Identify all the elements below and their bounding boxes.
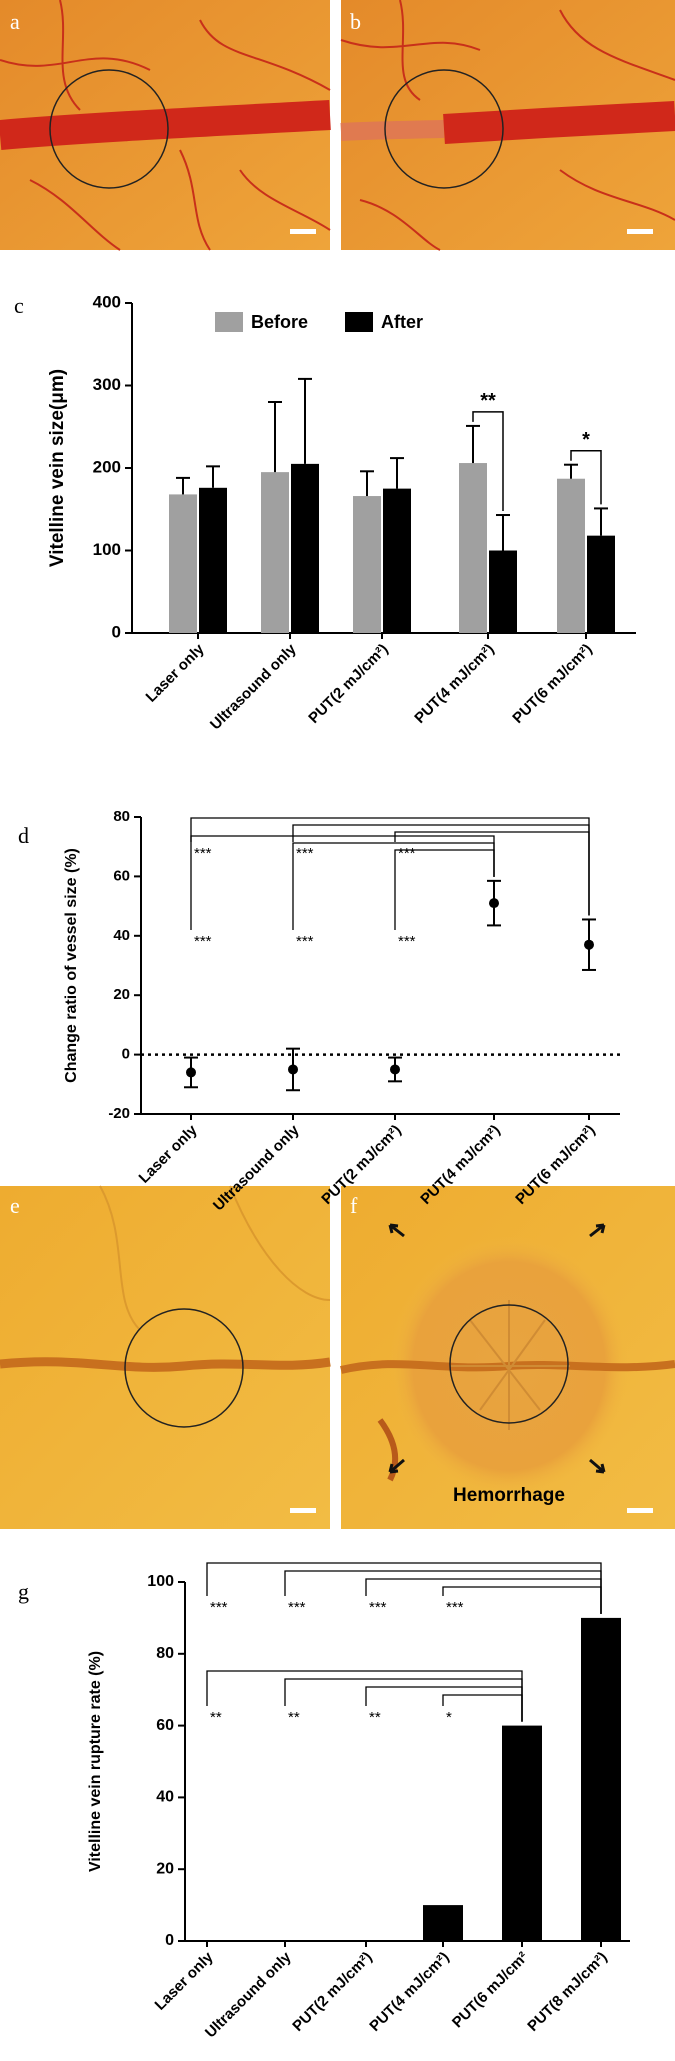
x-tick-label: Laser only <box>152 1948 218 2014</box>
y-axis-label: Vitelline vein rupture rate (%) <box>87 1651 104 1872</box>
significance-bracket <box>394 831 590 916</box>
significance-label: *** <box>288 1599 306 1616</box>
y-tick-label: 200 <box>93 457 121 476</box>
bar <box>557 478 585 633</box>
significance-label: *** <box>446 1599 464 1616</box>
y-tick-label: 80 <box>156 1645 174 1662</box>
y-tick-label: 100 <box>147 1573 174 1590</box>
y-tick-label: 400 <box>93 292 121 311</box>
x-tick-label: PUT(2 mJ/cm²) <box>289 1949 375 2035</box>
panel-label: e <box>10 1193 20 1218</box>
y-tick-label: 40 <box>156 1789 174 1806</box>
significance-bracket <box>292 824 590 916</box>
panel-label: d <box>18 823 29 848</box>
significance-label: *** <box>296 933 314 950</box>
bar <box>291 463 319 633</box>
y-tick-label: 60 <box>113 867 130 884</box>
y-tick-label: 0 <box>165 1932 174 1949</box>
bar <box>199 487 227 633</box>
bar <box>423 1905 463 1941</box>
point <box>584 939 594 950</box>
legend-label: Before <box>251 312 308 332</box>
significance-bracket <box>365 1686 523 1722</box>
significance-label: *** <box>369 1599 387 1616</box>
bar <box>169 494 197 633</box>
point <box>186 1067 196 1078</box>
x-tick-label: Laser only <box>136 1121 202 1187</box>
y-axis-label: Vitelline vein size(μm) <box>47 369 68 567</box>
x-tick-label: PUT(4 mJ/cm²) <box>366 1949 452 2035</box>
bar <box>459 463 487 633</box>
point <box>390 1064 400 1075</box>
photo-f: Hemorrhage <box>340 1186 675 1529</box>
y-tick-label: 60 <box>156 1717 174 1734</box>
significance-label: *** <box>398 845 416 862</box>
y-tick-label: 0 <box>122 1046 130 1063</box>
x-tick-label: PUT(6 mJ/cm²) <box>509 641 595 727</box>
significance-label: *** <box>194 845 212 862</box>
photo-annotation: Hemorrhage <box>453 1485 565 1506</box>
panel-label: c <box>14 293 24 318</box>
bar <box>383 488 411 633</box>
significance-label: *** <box>296 845 314 862</box>
y-tick-label: 300 <box>93 375 121 394</box>
panel-label: b <box>350 9 361 34</box>
legend-swatch <box>345 312 373 332</box>
significance-label: *** <box>194 933 212 950</box>
x-tick-label: PUT(2 mJ/cm²) <box>305 641 391 727</box>
significance-label: ** <box>288 1709 300 1726</box>
legend-label: After <box>381 312 423 332</box>
bar <box>353 496 381 633</box>
significance-label: ** <box>480 390 496 412</box>
y-tick-label: 0 <box>112 622 121 641</box>
significance-bracket <box>442 1586 602 1614</box>
bar <box>261 472 289 633</box>
bar <box>502 1725 542 1941</box>
y-tick-label: 40 <box>113 927 130 944</box>
bar <box>587 535 615 633</box>
significance-label: ** <box>369 1709 381 1726</box>
y-axis-label: Change ratio of vessel size (%) <box>63 848 80 1083</box>
panel-label: g <box>18 1579 29 1604</box>
x-tick-label: PUT(4 mJ/cm²) <box>411 641 497 727</box>
x-tick-label: PUT(6 mJ/cm² <box>449 1949 532 2032</box>
significance-bracket <box>472 411 504 512</box>
photo-b <box>340 0 675 251</box>
photo-e <box>0 1185 331 1529</box>
photo-a <box>0 0 331 251</box>
significance-bracket <box>394 849 495 930</box>
significance-bracket <box>292 842 495 930</box>
significance-bracket <box>365 1578 602 1614</box>
bar <box>581 1617 621 1941</box>
significance-bracket <box>570 449 602 505</box>
bar <box>489 550 517 633</box>
x-tick-label: Laser only <box>143 640 209 706</box>
y-tick-label: 100 <box>93 540 121 559</box>
significance-label: *** <box>398 933 416 950</box>
significance-label: *** <box>210 1599 228 1616</box>
x-tick-label: Ultrasound only <box>207 640 300 733</box>
point <box>489 898 499 909</box>
significance-label: * <box>446 1709 452 1726</box>
x-tick-label: Ultrasound only <box>202 1948 295 2041</box>
panel-label: a <box>10 9 20 34</box>
panel-label: f <box>350 1193 358 1218</box>
significance-label: ** <box>210 1709 222 1726</box>
y-tick-label: 20 <box>156 1860 174 1877</box>
y-tick-label: 20 <box>113 986 130 1003</box>
point <box>288 1064 298 1075</box>
x-tick-label: PUT(8 mJ/cm²) <box>524 1949 610 2035</box>
significance-bracket <box>284 1678 523 1722</box>
legend-swatch <box>215 312 243 332</box>
significance-label: * <box>582 429 590 451</box>
y-tick-label: -20 <box>108 1105 130 1122</box>
y-tick-label: 80 <box>113 808 130 825</box>
significance-bracket <box>442 1694 523 1722</box>
